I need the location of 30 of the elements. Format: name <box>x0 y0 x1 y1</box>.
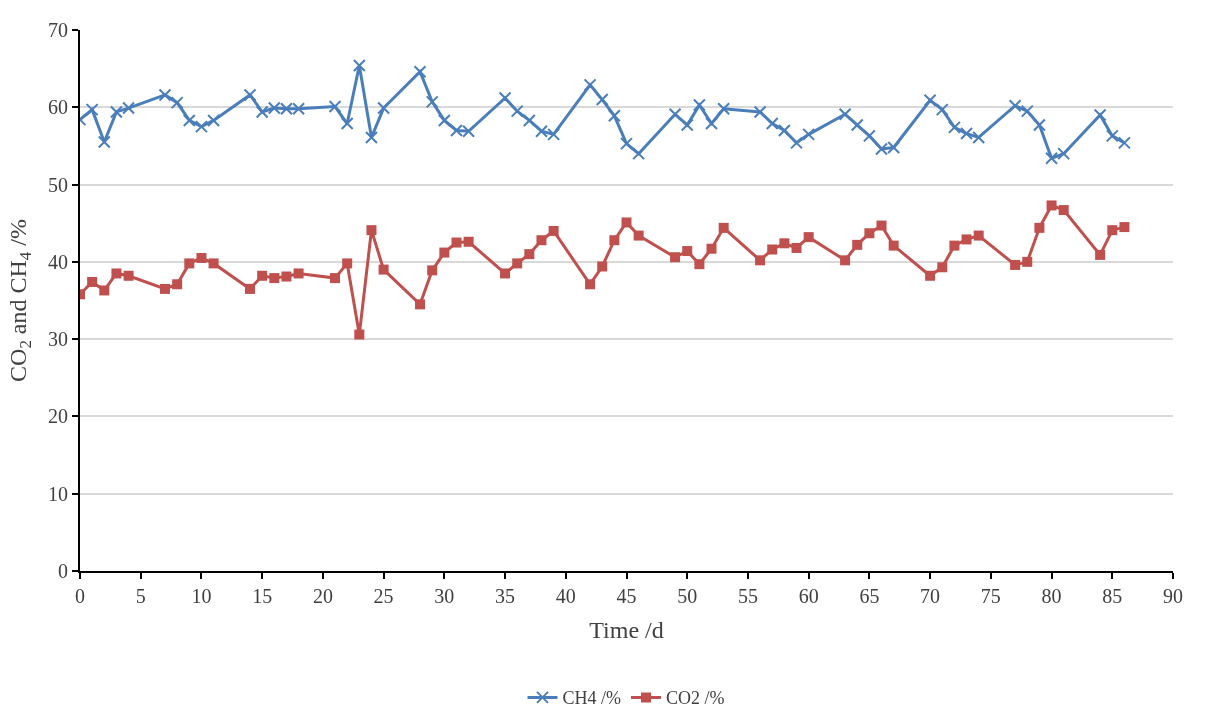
y-tick-label: 10 <box>48 482 68 505</box>
y-tick-label: 20 <box>48 405 68 428</box>
x-tick-label: 60 <box>798 585 819 607</box>
x-tick-label: 50 <box>677 585 698 607</box>
x-tick-label: 65 <box>859 585 880 607</box>
x-tick-label: 90 <box>1163 585 1183 607</box>
legend-label: CO2 /% <box>666 688 725 709</box>
x-tick-label: 35 <box>495 585 516 607</box>
x-tick-label: 45 <box>616 585 637 607</box>
x-tick-label: 85 <box>1102 585 1123 607</box>
x-tick-label: 10 <box>191 585 212 607</box>
legend-label: CH4 /% <box>562 688 622 709</box>
y-tick-label: 50 <box>48 173 68 196</box>
x-tick-label: 40 <box>555 585 576 607</box>
y-tick-label: 0 <box>58 560 68 582</box>
y-tick-label: 60 <box>48 96 68 119</box>
x-tick-label: 80 <box>1041 585 1062 607</box>
x-tick-label: 15 <box>252 585 273 607</box>
y-tick-label: 30 <box>48 328 68 351</box>
x-tick-label: 20 <box>312 585 333 607</box>
x-tick-label: 75 <box>980 585 1001 607</box>
x-axis-title: Time /d <box>589 616 664 643</box>
x-tick-label: 25 <box>373 585 394 607</box>
y-tick-label: 70 <box>48 19 68 41</box>
x-tick-label: 5 <box>135 585 146 607</box>
x-tick-label: 55 <box>737 585 758 607</box>
x-tick-label: 30 <box>434 585 455 607</box>
x-tick-label: 70 <box>920 585 941 607</box>
x-tick-label: 0 <box>75 585 85 607</box>
y-tick-label: 40 <box>48 250 68 273</box>
